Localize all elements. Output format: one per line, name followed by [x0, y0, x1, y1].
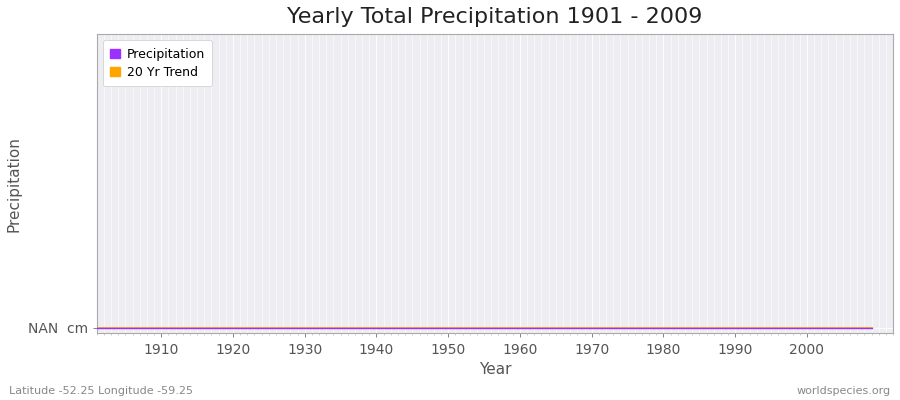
Title: Yearly Total Precipitation 1901 - 2009: Yearly Total Precipitation 1901 - 2009: [287, 7, 703, 27]
X-axis label: Year: Year: [479, 362, 511, 377]
Text: Latitude -52.25 Longitude -59.25: Latitude -52.25 Longitude -59.25: [9, 386, 193, 396]
Y-axis label: Precipitation: Precipitation: [7, 136, 22, 232]
Legend: Precipitation, 20 Yr Trend: Precipitation, 20 Yr Trend: [103, 40, 212, 86]
Text: worldspecies.org: worldspecies.org: [796, 386, 891, 396]
